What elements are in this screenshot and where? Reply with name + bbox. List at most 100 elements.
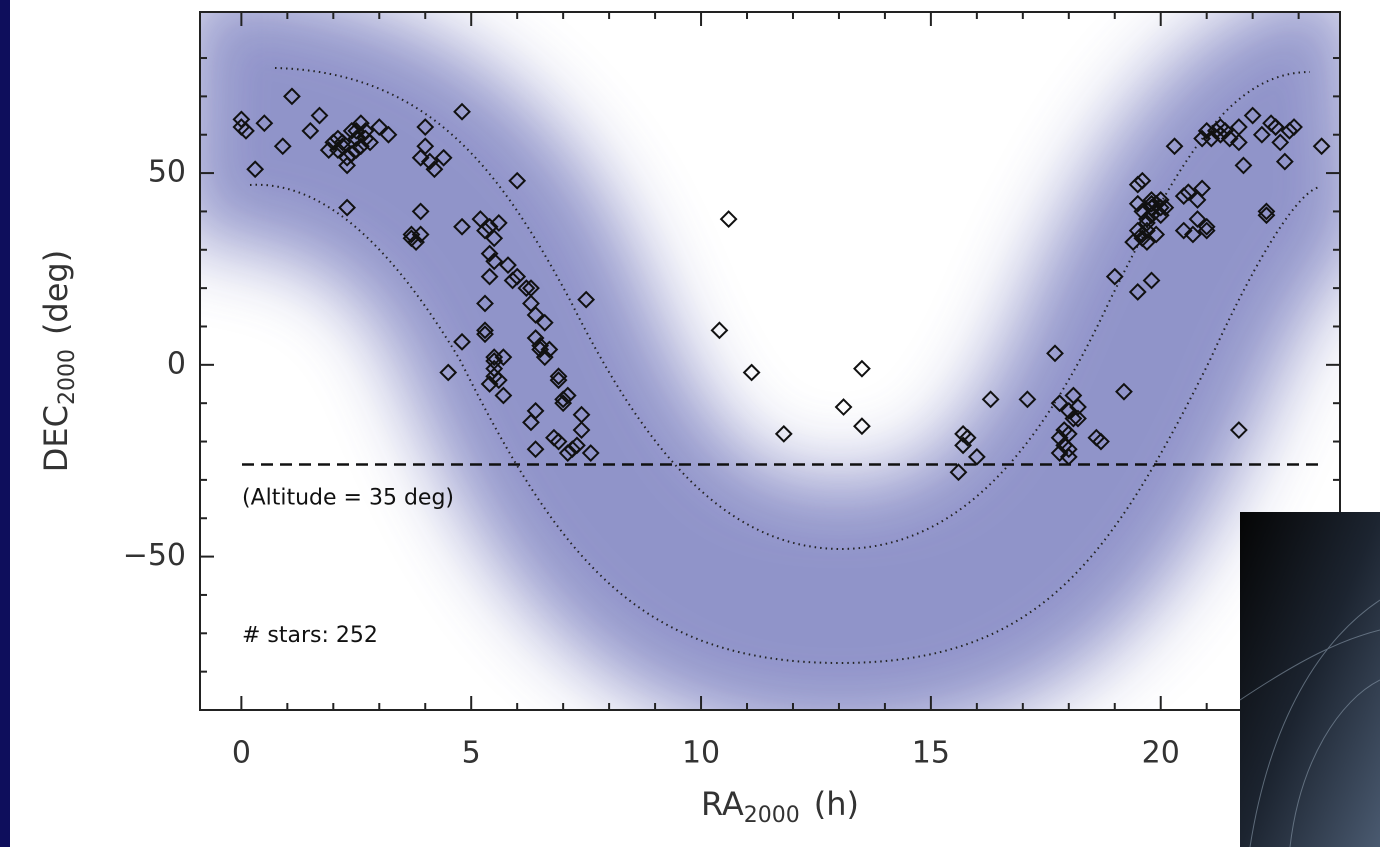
x-tick-label: 20 — [1142, 736, 1180, 771]
star-marker — [535, 348, 554, 367]
star-marker — [1183, 225, 1202, 244]
y-label-unit: (deg) — [37, 250, 75, 335]
star-marker — [1105, 267, 1124, 286]
star-marker — [1133, 225, 1152, 244]
star-marker — [1128, 283, 1147, 301]
star-marker — [485, 252, 504, 271]
star-marker — [1050, 394, 1069, 413]
star-marker — [526, 401, 545, 420]
plot-frame — [199, 11, 1341, 711]
star-marker — [338, 198, 357, 217]
star-marker — [853, 359, 871, 378]
star-marker — [554, 390, 573, 409]
star-marker — [558, 444, 577, 462]
star-marker — [1174, 221, 1193, 240]
x-tick-label: 5 — [462, 736, 481, 771]
star-marker — [1275, 152, 1294, 171]
star-marker — [1059, 401, 1078, 420]
star-marker — [958, 428, 977, 447]
star-marker — [439, 363, 458, 382]
star-marker — [774, 424, 793, 443]
star-marker — [1202, 129, 1221, 148]
x-label-sub: 2000 — [744, 803, 800, 828]
star-marker — [420, 152, 439, 171]
star-marker — [411, 225, 430, 244]
milky-way-band — [200, 12, 1340, 710]
star-marker — [710, 321, 729, 340]
star-marker — [310, 106, 329, 125]
star-marker — [1188, 210, 1207, 229]
star-count: # stars: 252 — [242, 623, 378, 648]
star-marker — [1059, 440, 1078, 459]
star-marker — [1133, 171, 1152, 190]
star-marker — [1092, 432, 1110, 451]
altitude-label: (Altitude = 35 deg) — [242, 486, 454, 511]
star-marker — [379, 125, 398, 144]
star-marker — [1312, 137, 1331, 156]
star-marker — [1243, 106, 1262, 125]
star-marker — [1229, 421, 1248, 439]
star-marker — [273, 137, 292, 156]
star-marker — [1138, 210, 1156, 229]
star-marker — [1271, 133, 1290, 152]
star-marker — [351, 114, 370, 133]
star-marker — [237, 121, 255, 140]
star-marker — [328, 141, 347, 159]
star-marker — [517, 279, 536, 298]
star-marker — [526, 306, 545, 324]
x-tick-label: 15 — [912, 736, 950, 771]
star-marker — [522, 413, 540, 432]
star-marker — [1280, 121, 1299, 140]
star-marker — [526, 440, 545, 459]
star-marker — [1193, 179, 1212, 198]
star-marker — [255, 114, 274, 133]
star-marker — [499, 256, 517, 275]
star-marker — [453, 217, 471, 236]
star-marker — [480, 267, 499, 286]
star-marker — [494, 348, 513, 367]
star-marker — [981, 390, 1000, 409]
inset-image — [1240, 512, 1380, 847]
star-marker — [549, 432, 568, 451]
star-marker — [476, 321, 494, 340]
star-marker — [494, 386, 513, 405]
star-marker — [333, 133, 352, 152]
star-marker — [485, 229, 504, 248]
star-marker — [476, 325, 494, 344]
star-marker — [508, 171, 527, 190]
star-marker — [563, 440, 582, 459]
star-marker — [301, 121, 320, 140]
star-marker — [834, 398, 853, 416]
star-marker — [508, 267, 527, 286]
star-marker — [503, 271, 522, 290]
y-label-sub: 2000 — [55, 349, 80, 405]
star-marker — [342, 121, 361, 140]
star-marker — [1266, 118, 1285, 136]
star-marker — [425, 160, 444, 179]
star-marker — [742, 363, 761, 382]
x-axis-label: RA2000 (h) — [701, 785, 859, 828]
star-marker — [338, 148, 357, 167]
star-marker — [1229, 133, 1248, 152]
star-marker — [949, 463, 968, 482]
star-marker — [283, 87, 301, 106]
star-marker — [489, 214, 508, 232]
star-marker — [1252, 125, 1271, 144]
star-marker — [489, 371, 508, 390]
star-marker — [476, 221, 494, 240]
star-marker — [549, 371, 568, 390]
star-marker — [347, 141, 366, 159]
x-tick-label: 10 — [682, 736, 720, 771]
y-label-text: DEC — [37, 405, 75, 472]
star-marker — [1174, 187, 1193, 206]
star-marker — [1050, 444, 1069, 462]
star-marker — [1138, 233, 1156, 252]
star-marker — [967, 447, 986, 466]
star-marker — [1151, 198, 1170, 217]
x-label-text: RA — [701, 785, 744, 823]
star-marker — [1059, 447, 1078, 466]
star-marker — [1115, 382, 1133, 401]
star-marker — [1124, 233, 1143, 252]
